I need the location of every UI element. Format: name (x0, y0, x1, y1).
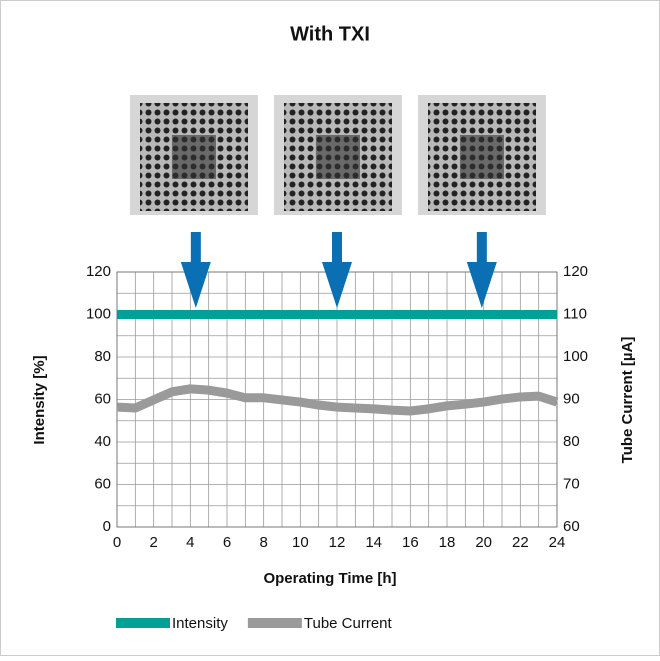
y2-tick-label: 120 (563, 263, 588, 280)
legend-swatch (116, 618, 170, 628)
arrow (180, 262, 211, 308)
y2-axis-label: Tube Current [µA] (619, 337, 636, 464)
y-tick-label: 40 (94, 433, 111, 450)
y-tick-label: 100 (86, 305, 111, 322)
x-tick-label: 2 (149, 534, 157, 551)
x-tick-label: 24 (549, 534, 566, 551)
y-tick-label: 0 (103, 518, 111, 535)
y2-tick-label: 90 (563, 390, 580, 407)
y-tick-label: 60 (94, 475, 111, 492)
y-tick-label: 120 (86, 263, 111, 280)
legend-label: Tube Current (304, 615, 393, 632)
y-axis-label: Intensity [%] (31, 355, 48, 444)
y2-tick-label: 110 (563, 305, 587, 322)
x-tick-label: 0 (113, 534, 121, 551)
x-tick-label: 6 (223, 534, 231, 551)
xray-die (172, 135, 216, 179)
series-line (116, 384, 559, 416)
x-tick-label: 20 (475, 534, 492, 551)
y-tick-label: 60 (94, 390, 111, 407)
y2-tick-label: 70 (563, 475, 580, 492)
chart-title: With TXI (290, 23, 370, 45)
x-tick-label: 4 (186, 534, 194, 551)
x-axis-label: Operating Time [h] (263, 570, 396, 587)
x-tick-label: 22 (512, 534, 529, 551)
x-tick-label: 16 (402, 534, 419, 551)
xray-die (460, 135, 504, 179)
x-tick-label: 10 (292, 534, 309, 551)
arrow (476, 232, 487, 264)
xray-die (316, 135, 360, 179)
arrow (322, 262, 352, 308)
x-tick-label: 12 (329, 534, 346, 551)
arrow (190, 232, 201, 264)
y-tick-label: 80 (94, 348, 111, 365)
x-tick-label: 18 (439, 534, 456, 551)
x-tick-label: 8 (259, 534, 267, 551)
arrow (332, 232, 342, 264)
y2-tick-label: 80 (563, 433, 580, 450)
x-tick-label: 14 (365, 534, 382, 551)
legend-label: Intensity (172, 615, 228, 632)
y2-tick-label: 100 (563, 348, 588, 365)
xray-images (130, 95, 546, 215)
arrow (466, 262, 497, 308)
legend-swatch (247, 618, 302, 628)
y2-tick-label: 60 (563, 518, 580, 535)
